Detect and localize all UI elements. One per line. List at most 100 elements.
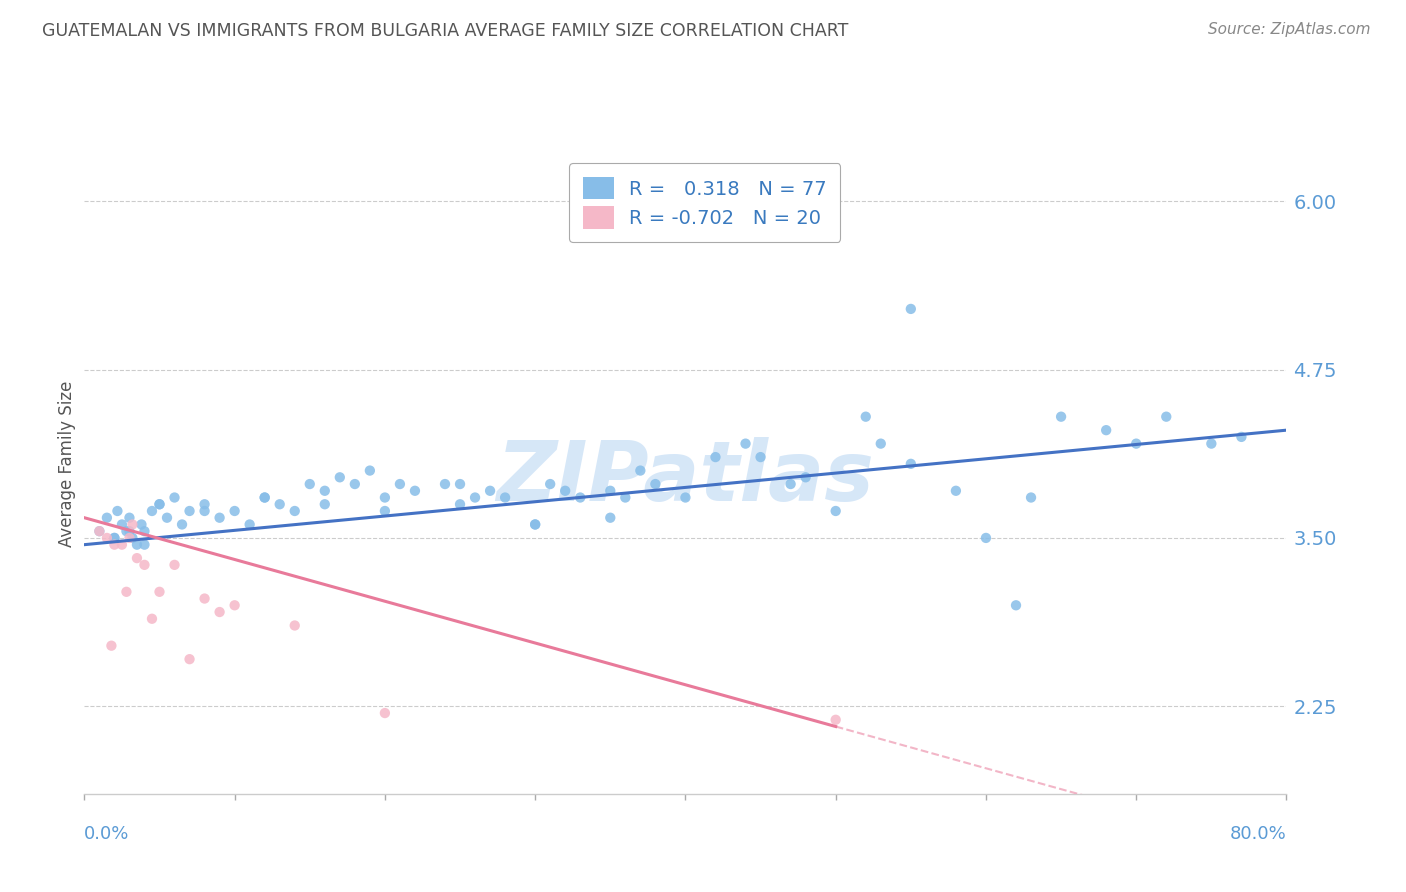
Point bbox=[824, 504, 846, 518]
Point bbox=[404, 483, 426, 498]
Text: Source: ZipAtlas.com: Source: ZipAtlas.com bbox=[1208, 22, 1371, 37]
Point bbox=[118, 524, 141, 539]
Point bbox=[208, 510, 231, 524]
Point bbox=[134, 524, 156, 539]
Point bbox=[224, 504, 246, 518]
Point bbox=[524, 517, 547, 532]
Point bbox=[148, 584, 170, 599]
Point bbox=[224, 599, 246, 613]
Point bbox=[118, 510, 141, 524]
Point bbox=[599, 510, 621, 524]
Point bbox=[253, 491, 276, 505]
Point bbox=[239, 517, 262, 532]
Point bbox=[749, 450, 772, 464]
Point bbox=[314, 497, 336, 511]
Point bbox=[479, 483, 502, 498]
Point bbox=[103, 531, 125, 545]
Text: GUATEMALAN VS IMMIGRANTS FROM BULGARIA AVERAGE FAMILY SIZE CORRELATION CHART: GUATEMALAN VS IMMIGRANTS FROM BULGARIA A… bbox=[42, 22, 849, 40]
Point bbox=[163, 491, 186, 505]
Point bbox=[855, 409, 877, 424]
Point bbox=[284, 618, 307, 632]
Point bbox=[284, 504, 307, 518]
Point bbox=[89, 524, 111, 539]
Point bbox=[314, 483, 336, 498]
Point bbox=[945, 483, 967, 498]
Point bbox=[675, 491, 697, 505]
Point bbox=[194, 504, 217, 518]
Point bbox=[494, 491, 516, 505]
Point bbox=[125, 538, 148, 552]
Point bbox=[1201, 436, 1223, 450]
Point bbox=[704, 450, 727, 464]
Point bbox=[824, 713, 846, 727]
Point bbox=[141, 612, 163, 626]
Point bbox=[134, 558, 156, 572]
Point bbox=[115, 524, 138, 539]
Point bbox=[148, 497, 170, 511]
Point bbox=[794, 470, 817, 484]
Point bbox=[644, 477, 666, 491]
Point bbox=[103, 531, 125, 545]
Point bbox=[208, 605, 231, 619]
Point bbox=[111, 517, 134, 532]
Point bbox=[141, 504, 163, 518]
Point bbox=[614, 491, 637, 505]
Point bbox=[194, 497, 217, 511]
Point bbox=[118, 531, 141, 545]
Point bbox=[869, 436, 891, 450]
Point bbox=[628, 464, 651, 478]
Point bbox=[734, 436, 756, 450]
Point bbox=[89, 524, 111, 539]
Point bbox=[524, 517, 547, 532]
Text: 80.0%: 80.0% bbox=[1230, 825, 1286, 843]
Point bbox=[449, 497, 471, 511]
Point bbox=[1095, 423, 1118, 437]
Point bbox=[107, 504, 129, 518]
Point bbox=[374, 706, 396, 720]
Point bbox=[121, 517, 143, 532]
Point bbox=[974, 531, 997, 545]
Point bbox=[1156, 409, 1178, 424]
Point bbox=[170, 517, 193, 532]
Point bbox=[1050, 409, 1073, 424]
Point bbox=[179, 652, 201, 666]
Point bbox=[900, 457, 922, 471]
Point bbox=[1230, 430, 1253, 444]
Point bbox=[388, 477, 411, 491]
Point bbox=[359, 464, 381, 478]
Point bbox=[100, 639, 122, 653]
Point bbox=[96, 510, 118, 524]
Point bbox=[103, 538, 125, 552]
Text: 0.0%: 0.0% bbox=[84, 825, 129, 843]
Point bbox=[374, 491, 396, 505]
Point bbox=[464, 491, 486, 505]
Point bbox=[449, 477, 471, 491]
Point bbox=[269, 497, 291, 511]
Point bbox=[179, 504, 201, 518]
Point bbox=[134, 538, 156, 552]
Point bbox=[131, 517, 153, 532]
Point bbox=[156, 510, 179, 524]
Point bbox=[1005, 599, 1028, 613]
Point bbox=[1125, 436, 1147, 450]
Point bbox=[115, 584, 138, 599]
Legend: R =   0.318   N = 77, R = -0.702   N = 20: R = 0.318 N = 77, R = -0.702 N = 20 bbox=[569, 163, 841, 243]
Point bbox=[148, 497, 170, 511]
Point bbox=[253, 491, 276, 505]
Point bbox=[343, 477, 366, 491]
Point bbox=[111, 538, 134, 552]
Point bbox=[434, 477, 457, 491]
Point bbox=[554, 483, 576, 498]
Point bbox=[900, 301, 922, 316]
Point bbox=[121, 531, 143, 545]
Point bbox=[374, 504, 396, 518]
Point bbox=[1019, 491, 1042, 505]
Point bbox=[538, 477, 561, 491]
Point bbox=[163, 558, 186, 572]
Y-axis label: Average Family Size: Average Family Size bbox=[58, 381, 76, 547]
Point bbox=[569, 491, 592, 505]
Point bbox=[779, 477, 801, 491]
Point bbox=[329, 470, 352, 484]
Point bbox=[298, 477, 321, 491]
Point bbox=[96, 531, 118, 545]
